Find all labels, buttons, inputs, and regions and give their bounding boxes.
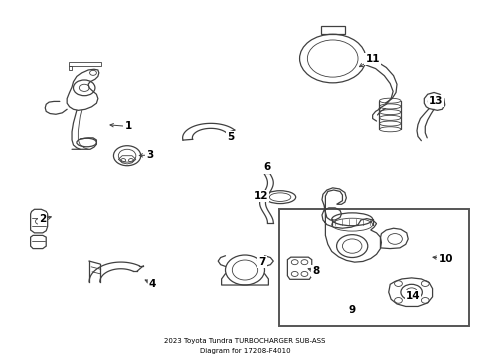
Text: Diagram for 17208-F4010: Diagram for 17208-F4010: [200, 348, 290, 354]
Text: 13: 13: [429, 96, 443, 107]
Text: 2: 2: [39, 214, 47, 224]
Text: 1: 1: [124, 121, 132, 131]
Text: 11: 11: [366, 54, 380, 64]
Text: 5: 5: [227, 132, 234, 142]
Text: 4: 4: [149, 279, 156, 289]
Text: 9: 9: [348, 305, 356, 315]
Text: 2023 Toyota Tundra TURBOCHARGER SUB-ASS: 2023 Toyota Tundra TURBOCHARGER SUB-ASS: [164, 338, 326, 345]
Bar: [279, 208, 469, 327]
Text: 12: 12: [254, 191, 269, 201]
Text: 10: 10: [439, 253, 453, 264]
Text: 7: 7: [258, 257, 266, 267]
Text: 3: 3: [147, 150, 154, 160]
Text: 14: 14: [406, 291, 420, 301]
Text: 8: 8: [312, 266, 319, 276]
Text: 6: 6: [263, 162, 270, 172]
